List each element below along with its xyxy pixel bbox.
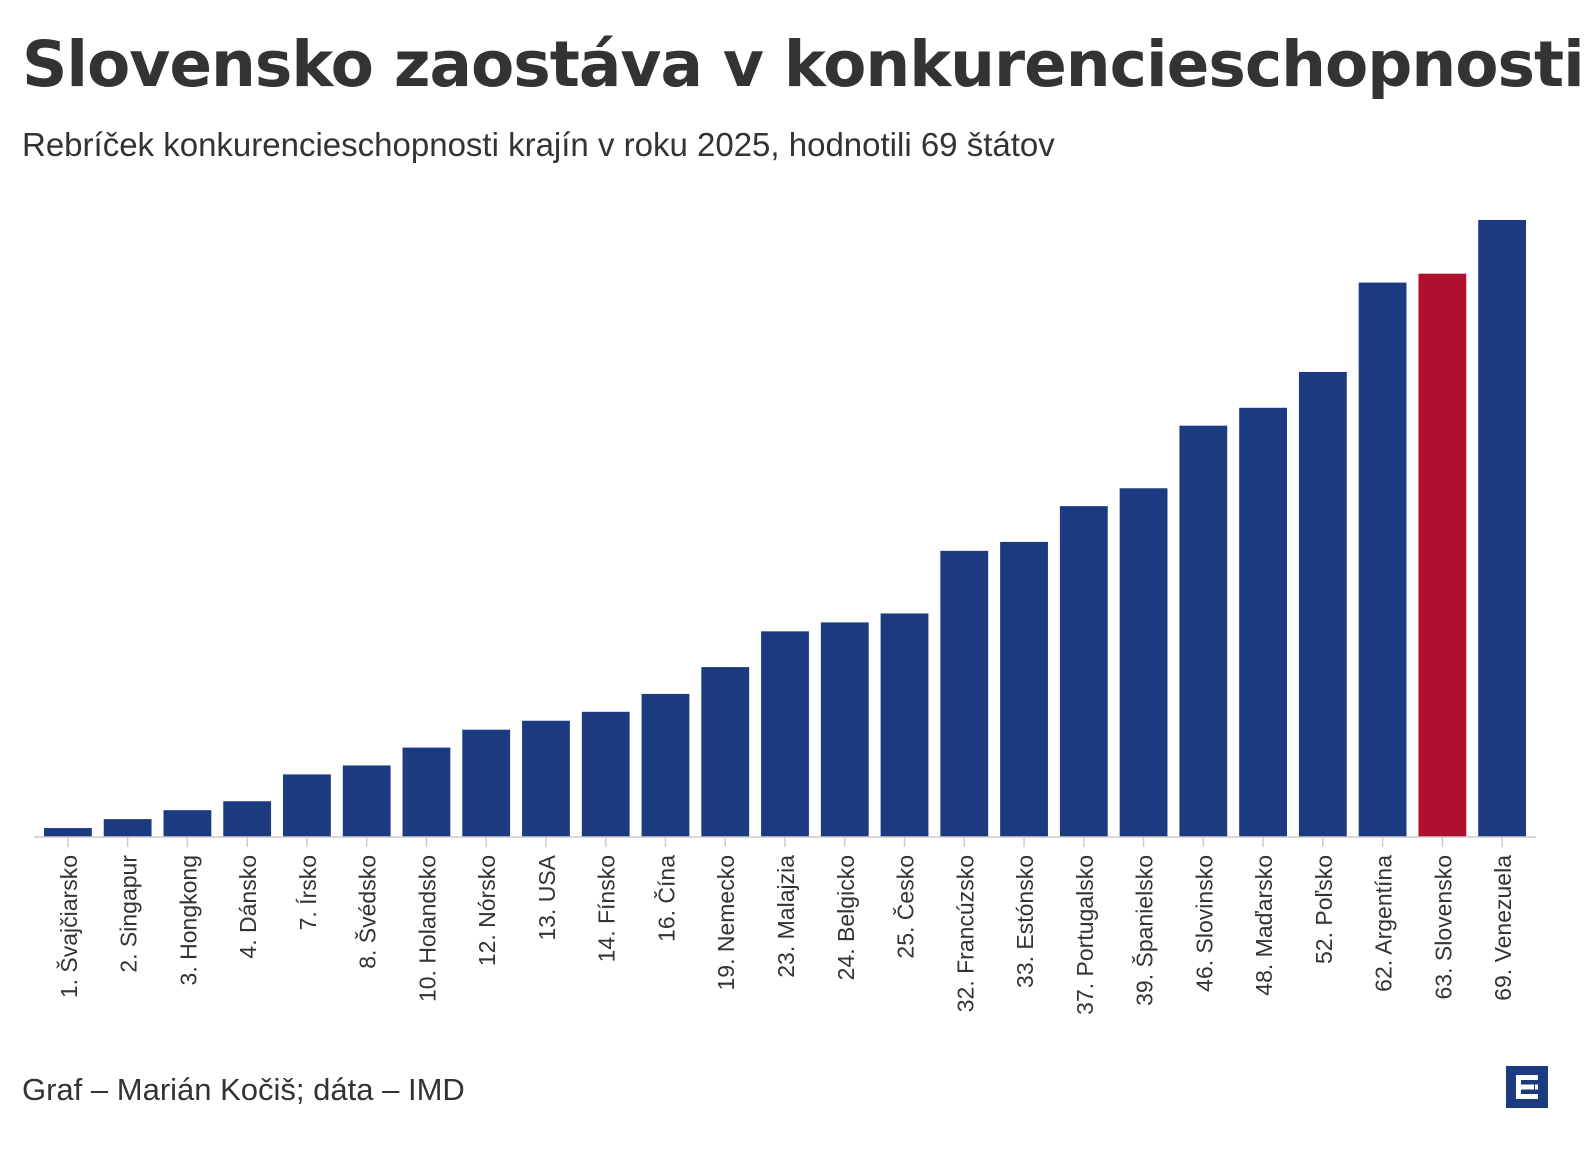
bar bbox=[701, 667, 750, 837]
bar bbox=[223, 801, 272, 837]
bar bbox=[1298, 372, 1347, 837]
x-tick-label: 8. Švédsko bbox=[354, 855, 381, 969]
x-tick-label: 48. Maďarsko bbox=[1251, 855, 1277, 996]
bar bbox=[283, 774, 331, 837]
chart-title: Slovensko zaostáva v konkurencieschopnos… bbox=[22, 28, 1585, 101]
bar bbox=[641, 693, 690, 837]
bar bbox=[1179, 425, 1228, 837]
bar bbox=[1059, 506, 1108, 837]
bar bbox=[522, 720, 570, 837]
x-tick-label: 24. Belgicko bbox=[833, 855, 859, 980]
bar bbox=[880, 613, 929, 837]
x-tick-label: 2. Singapur bbox=[116, 855, 142, 973]
bar bbox=[1358, 282, 1407, 838]
bar bbox=[163, 810, 212, 837]
bar bbox=[43, 828, 92, 837]
x-tick-label: 37. Portugalsko bbox=[1072, 855, 1098, 1015]
x-tick-label: 16. Čína bbox=[652, 855, 679, 942]
bar bbox=[820, 622, 869, 837]
x-tick-label: 25. Česko bbox=[892, 855, 919, 959]
x-tick-label: 39. Španielsko bbox=[1131, 855, 1158, 1006]
x-tick-label: 46. Slovinsko bbox=[1191, 855, 1217, 992]
bar bbox=[342, 765, 391, 837]
x-tick-label: 23. Malajzia bbox=[773, 855, 799, 978]
bar bbox=[1239, 407, 1287, 837]
source-note: Graf – Marián Kočiš; dáta – IMD bbox=[22, 1072, 465, 1107]
bar bbox=[1478, 220, 1527, 837]
x-tick-label: 7. Írsko bbox=[295, 855, 321, 930]
category-label-group: 1. Švajčiarsko 2. Singapur 3. Hongkong 4. D… bbox=[55, 854, 1516, 1014]
e-logo-icon bbox=[1506, 1066, 1548, 1108]
bar bbox=[1000, 541, 1048, 837]
bar bbox=[581, 711, 630, 837]
x-tick-label: 13. USA bbox=[534, 854, 560, 940]
x-tick-label: 12. Nórsko bbox=[474, 855, 500, 966]
chart-subtitle: Rebríček konkurencieschopnosti krajín v … bbox=[22, 126, 1055, 163]
bar bbox=[1119, 488, 1168, 837]
x-tick-label: 63. Slovensko bbox=[1430, 855, 1456, 999]
bar bbox=[402, 747, 451, 837]
bar-chart: 1. Švajčiarsko 2. Singapur 3. Hongkong 4. D… bbox=[34, 220, 1536, 1015]
bar bbox=[462, 729, 511, 837]
x-tick-label: 69. Venezuela bbox=[1490, 855, 1516, 1001]
bar bbox=[761, 631, 809, 837]
bar-group bbox=[43, 220, 1527, 838]
tick-group bbox=[67, 837, 1503, 847]
x-tick-label: 33. Estónsko bbox=[1012, 855, 1038, 988]
x-tick-label: 14. Fínsko bbox=[594, 855, 620, 962]
x-tick-label: 4. Dánsko bbox=[235, 855, 261, 959]
x-tick-label: 52. Poľsko bbox=[1311, 855, 1337, 964]
x-tick-label: 3. Hongkong bbox=[175, 855, 201, 985]
bar bbox=[103, 819, 152, 837]
x-tick-label: 32. Francúzsko bbox=[952, 855, 978, 1012]
bar-highlight bbox=[1418, 273, 1467, 837]
bar bbox=[940, 550, 989, 837]
x-tick-label: 1. Švajčiarsko bbox=[55, 855, 82, 998]
x-tick-label: 62. Argentína bbox=[1371, 855, 1397, 992]
x-tick-label: 10. Holandsko bbox=[414, 855, 440, 1002]
x-tick-label: 19. Nemecko bbox=[713, 855, 739, 991]
